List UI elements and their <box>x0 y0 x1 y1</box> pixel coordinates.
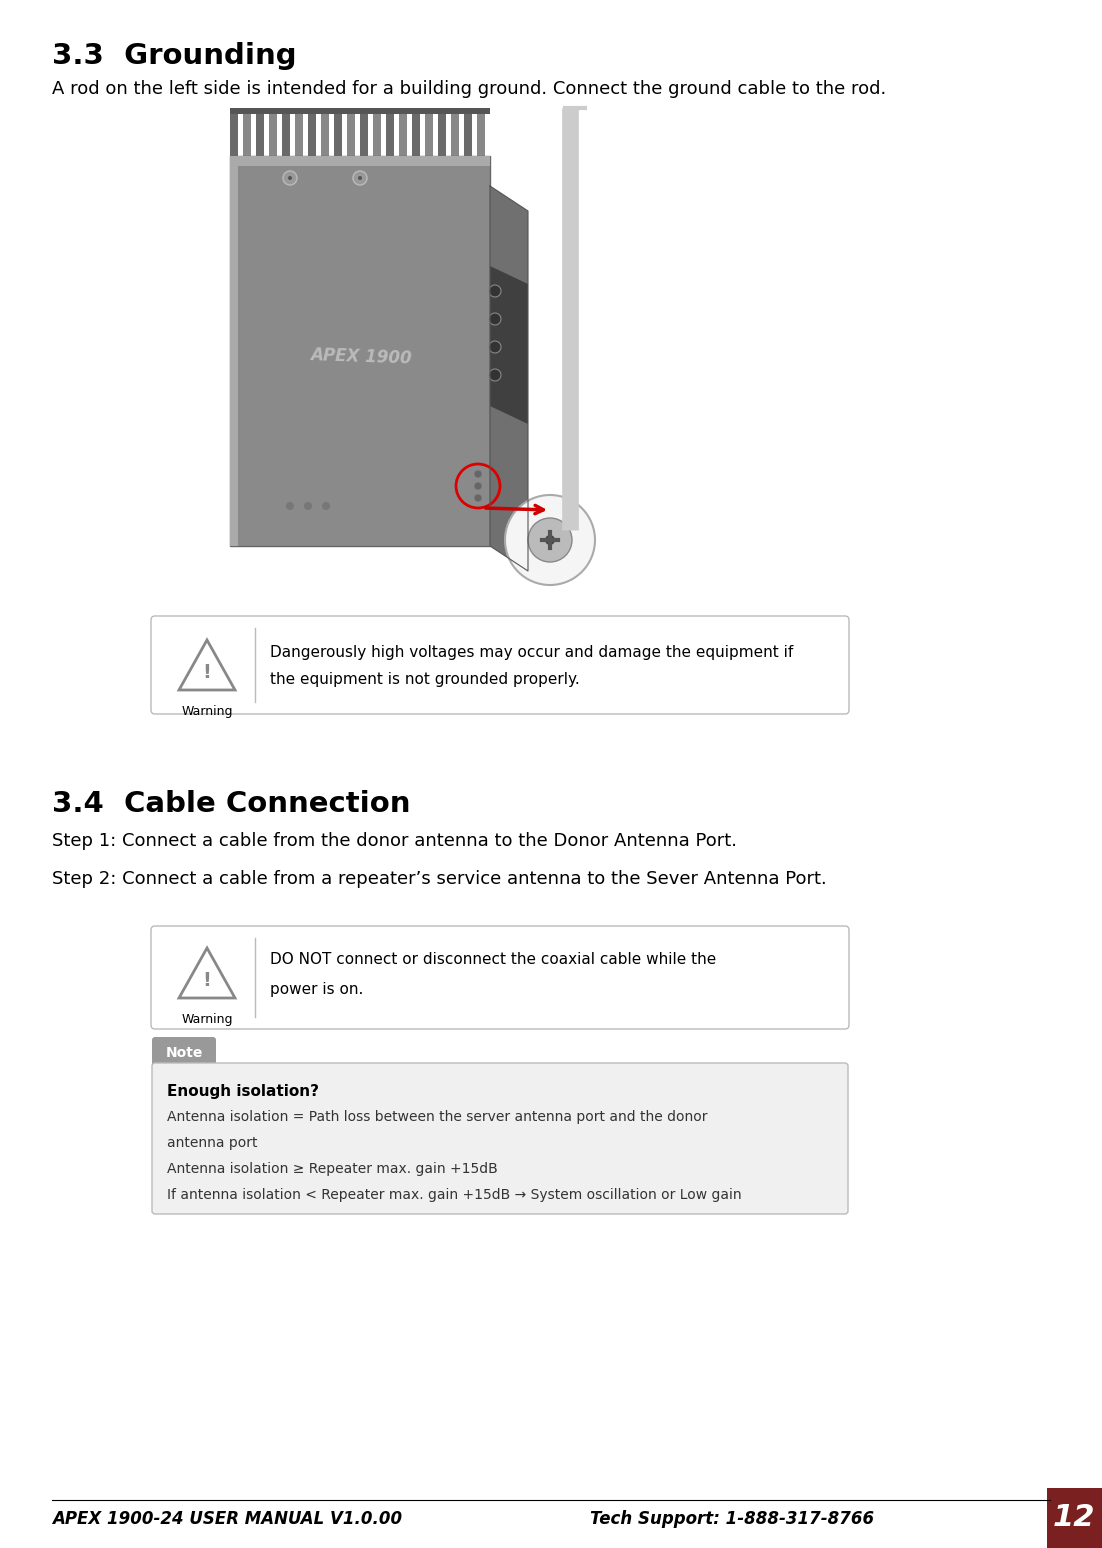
Bar <box>256 108 263 156</box>
Bar <box>399 108 407 156</box>
Bar <box>230 156 490 166</box>
Bar <box>451 108 458 156</box>
Text: DO NOT connect or disconnect the coaxial cable while the: DO NOT connect or disconnect the coaxial… <box>270 952 716 968</box>
Text: If antenna isolation < Repeater max. gain +15dB → System oscillation or Low gain: If antenna isolation < Repeater max. gai… <box>168 1187 742 1201</box>
Text: APEX 1900-24 USER MANUAL V1.0.00: APEX 1900-24 USER MANUAL V1.0.00 <box>52 1509 402 1528</box>
Bar <box>230 108 238 156</box>
Circle shape <box>545 536 555 545</box>
Text: Step 1: Connect a cable from the donor antenna to the Donor Antenna Port.: Step 1: Connect a cable from the donor a… <box>52 831 737 850</box>
Text: Tech Support: 1-888-317-8766: Tech Support: 1-888-317-8766 <box>590 1509 874 1528</box>
Bar <box>347 108 355 156</box>
Text: 12: 12 <box>1052 1503 1095 1533</box>
Circle shape <box>283 170 298 186</box>
Circle shape <box>287 502 294 509</box>
Circle shape <box>474 481 482 491</box>
FancyBboxPatch shape <box>151 926 849 1029</box>
Bar <box>269 108 277 156</box>
Polygon shape <box>179 639 235 690</box>
Circle shape <box>304 502 312 509</box>
Bar <box>307 108 316 156</box>
Polygon shape <box>490 266 528 424</box>
Text: Warning: Warning <box>181 704 233 718</box>
Circle shape <box>505 495 595 585</box>
Text: antenna port: antenna port <box>168 1136 258 1150</box>
Bar <box>372 108 381 156</box>
Text: Dangerously high voltages may occur and damage the equipment if: Dangerously high voltages may occur and … <box>270 646 793 659</box>
Bar <box>230 156 238 546</box>
Polygon shape <box>490 186 528 571</box>
Text: !: ! <box>203 663 212 681</box>
Text: Step 2: Connect a cable from a repeater’s service antenna to the Sever Antenna P: Step 2: Connect a cable from a repeater’… <box>52 870 826 889</box>
Circle shape <box>353 170 367 186</box>
Circle shape <box>474 494 482 502</box>
Bar <box>386 108 393 156</box>
Circle shape <box>489 341 501 353</box>
Text: Antenna isolation ≥ Repeater max. gain +15dB: Antenna isolation ≥ Repeater max. gain +… <box>168 1163 498 1176</box>
Text: 3.3  Grounding: 3.3 Grounding <box>52 42 296 70</box>
Bar <box>230 108 490 115</box>
Bar <box>1047 1488 1102 1548</box>
Circle shape <box>489 285 501 297</box>
Text: power is on.: power is on. <box>270 981 364 997</box>
FancyBboxPatch shape <box>151 616 849 714</box>
Bar <box>425 108 433 156</box>
Circle shape <box>358 176 361 180</box>
Text: A rod on the left side is intended for a building ground. Connect the ground cab: A rod on the left side is intended for a… <box>52 80 886 98</box>
Text: 3.4  Cable Connection: 3.4 Cable Connection <box>52 789 411 817</box>
Circle shape <box>474 471 482 478</box>
Circle shape <box>528 519 572 562</box>
FancyBboxPatch shape <box>152 1063 849 1214</box>
Bar <box>282 108 290 156</box>
Text: Enough isolation?: Enough isolation? <box>168 1084 318 1099</box>
Text: Antenna isolation = Path loss between the server antenna port and the donor: Antenna isolation = Path loss between th… <box>168 1110 707 1124</box>
Circle shape <box>288 176 292 180</box>
Bar <box>412 108 420 156</box>
Circle shape <box>489 313 501 325</box>
Bar <box>295 108 303 156</box>
Bar <box>230 156 490 546</box>
Bar <box>437 108 446 156</box>
Polygon shape <box>179 947 235 998</box>
Bar <box>477 108 485 156</box>
Bar <box>244 108 251 156</box>
Text: APEX 1900: APEX 1900 <box>310 347 412 367</box>
Bar <box>360 108 368 156</box>
FancyBboxPatch shape <box>152 1037 216 1070</box>
Text: Warning: Warning <box>181 1012 233 1026</box>
Circle shape <box>489 368 501 381</box>
Bar <box>464 108 472 156</box>
Bar <box>334 108 342 156</box>
Text: Note: Note <box>165 1046 203 1060</box>
Bar <box>230 156 490 546</box>
Bar <box>321 108 328 156</box>
Text: !: ! <box>203 971 212 989</box>
Circle shape <box>322 502 329 509</box>
Text: the equipment is not grounded properly.: the equipment is not grounded properly. <box>270 672 580 687</box>
